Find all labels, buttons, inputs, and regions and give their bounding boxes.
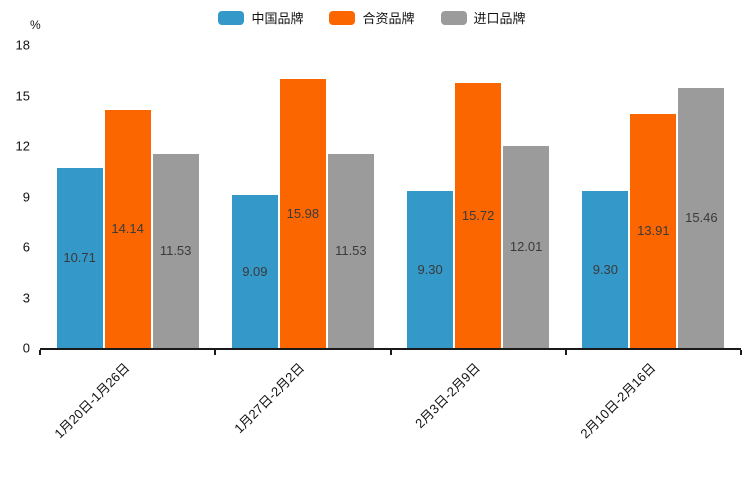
bar-value-label: 15.98 [286, 206, 320, 221]
bar[interactable]: 9.09 [231, 195, 278, 348]
x-axis-tick [214, 350, 217, 355]
x-axis-tick [389, 350, 392, 355]
legend-label: 进口品牌 [473, 11, 526, 26]
bar[interactable]: 15.46 [678, 87, 725, 348]
legend-label: 合资品牌 [362, 11, 415, 26]
x-axis-tick [740, 350, 742, 355]
bar-group: 9.30 13.91 15.46 [566, 45, 741, 348]
bar[interactable]: 9.30 [407, 191, 454, 348]
bar[interactable]: 9.30 [582, 191, 629, 348]
legend-item[interactable]: 中国品牌 [218, 8, 303, 27]
y-tick-label: 12 [15, 138, 30, 154]
bar-value-label: 13.91 [637, 223, 670, 239]
bar[interactable]: 11.53 [152, 153, 199, 348]
bar-value-label: 12.01 [509, 239, 543, 255]
bar-value-label: 9.09 [242, 264, 268, 279]
bar-value-label: 9.30 [417, 262, 443, 278]
bar[interactable]: 10.71 [56, 167, 103, 348]
y-tick-label: 18 [15, 37, 30, 53]
y-tick-label: 6 [22, 239, 30, 255]
legend-item[interactable]: 进口品牌 [440, 8, 526, 27]
x-tick-label: 1月27日-2月2日 [231, 360, 308, 437]
x-tick-label: 1月20日-1月26日 [51, 360, 133, 442]
bar[interactable]: 13.91 [630, 113, 677, 348]
bar[interactable]: 15.98 [279, 79, 326, 348]
bar-value-label: 10.71 [63, 250, 96, 266]
legend-swatch-icon [440, 10, 467, 25]
y-tick-label: 0 [22, 340, 30, 356]
bar-group: 9.09 15.98 11.53 [215, 45, 390, 348]
x-tick-label: 2月10日-2月16日 [576, 360, 659, 442]
legend-swatch-icon [329, 10, 356, 25]
bar-value-label: 11.53 [335, 243, 367, 259]
x-axis-tick [39, 350, 41, 355]
bar-value-label: 9.30 [592, 262, 619, 278]
bar-group: 10.71 14.14 11.53 [40, 45, 215, 348]
bar[interactable]: 14.14 [104, 109, 151, 348]
x-tick-label: 2月3日-2月9日 [411, 360, 483, 432]
y-axis-unit-label: % [30, 18, 41, 32]
x-axis-ticks [39, 348, 742, 355]
y-tick-label: 15 [15, 88, 30, 103]
y-axis-tick-labels: 0 3 6 9 12 15 18 [0, 38, 32, 356]
bar[interactable]: 11.53 [327, 153, 374, 348]
bar[interactable]: 12.01 [503, 145, 550, 348]
legend-item[interactable]: 合资品牌 [329, 8, 415, 27]
x-axis-tick [564, 350, 567, 355]
bar[interactable]: 15.72 [455, 83, 502, 348]
bar-group: 9.30 15.72 12.01 [391, 45, 566, 348]
legend-swatch-icon [218, 10, 245, 25]
bar-value-label: 15.72 [461, 208, 495, 224]
y-tick-label: 3 [22, 290, 30, 305]
x-axis-tick-labels: 1月20日-1月26日 1月27日-2月2日 2月3日-2月9日 2月10日-2月16… [40, 352, 741, 472]
bar-value-label: 11.53 [159, 243, 192, 259]
bar-groups: 10.71 14.14 11.53 9.09 15.98 11.53 9.30 15.72 12… [40, 45, 741, 348]
y-tick-label: 9 [22, 189, 30, 204]
bar-value-label: 14.14 [111, 221, 144, 237]
legend-label: 中国品牌 [251, 11, 304, 26]
legend: 中国品牌 合资品牌 进口品牌 [0, 8, 744, 27]
bar-value-label: 15.46 [685, 210, 718, 226]
plot-area: 10.71 14.14 11.53 9.09 15.98 11.53 9.30 15.72 12… [39, 45, 742, 355]
